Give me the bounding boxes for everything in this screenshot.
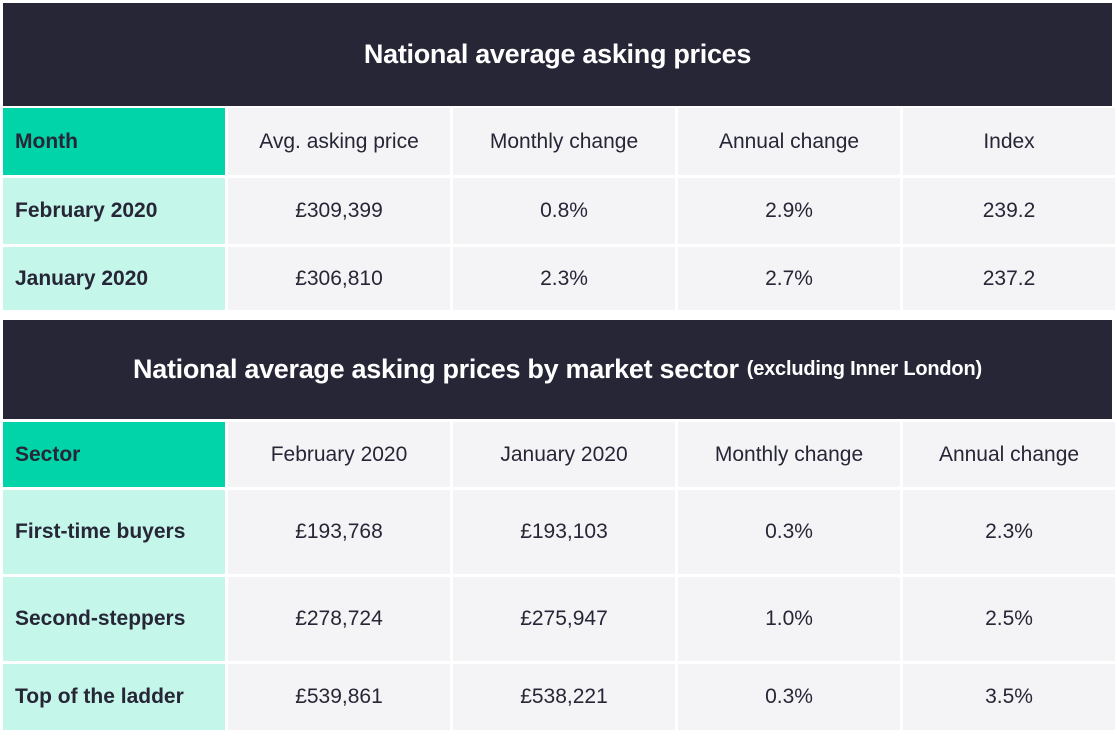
market-sector-title: National average asking prices by market… — [133, 354, 739, 384]
table-cell: 237.2 — [903, 247, 1115, 310]
table-cell: £193,103 — [453, 490, 675, 574]
table-header-row: Month Avg. asking price Monthly change A… — [3, 108, 1115, 175]
row-label: January 2020 — [3, 247, 225, 310]
header-cell-avg-asking-price: Avg. asking price — [228, 108, 450, 175]
table-row: Second-steppers £278,724 £275,947 1.0% 2… — [3, 577, 1115, 661]
row-label: Top of the ladder — [3, 664, 225, 730]
table-cell: 2.5% — [903, 577, 1115, 661]
header-cell-february-2020: February 2020 — [228, 422, 450, 487]
table-cell: 1.0% — [678, 577, 900, 661]
table-cell: 0.3% — [678, 490, 900, 574]
market-sector-section: National average asking prices by market… — [3, 320, 1115, 733]
table-row: January 2020 £306,810 2.3% 2.7% 237.2 — [3, 247, 1115, 310]
asking-prices-title-bar: National average asking prices — [3, 3, 1112, 106]
table-cell: £309,399 — [228, 178, 450, 244]
table-cell: 2.3% — [453, 247, 675, 310]
table-row: Top of the ladder £539,861 £538,221 0.3%… — [3, 664, 1115, 730]
row-label: First-time buyers — [3, 490, 225, 574]
table-cell: £193,768 — [228, 490, 450, 574]
table-cell: £538,221 — [453, 664, 675, 730]
table-cell: £275,947 — [453, 577, 675, 661]
header-cell-monthly-change: Monthly change — [678, 422, 900, 487]
asking-prices-table: Month Avg. asking price Monthly change A… — [0, 105, 1117, 313]
table-row: First-time buyers £193,768 £193,103 0.3%… — [3, 490, 1115, 574]
table-cell: £278,724 — [228, 577, 450, 661]
header-cell-index: Index — [903, 108, 1115, 175]
header-cell-sector: Sector — [3, 422, 225, 487]
asking-prices-section: National average asking prices Month Avg… — [3, 3, 1115, 313]
market-sector-table: Sector February 2020 January 2020 Monthl… — [0, 419, 1117, 733]
row-label: Second-steppers — [3, 577, 225, 661]
table-cell: 3.5% — [903, 664, 1115, 730]
market-sector-title-suffix: (excluding Inner London) — [746, 358, 982, 380]
table-cell: 2.3% — [903, 490, 1115, 574]
table-row: February 2020 £309,399 0.8% 2.9% 239.2 — [3, 178, 1115, 244]
header-cell-month: Month — [3, 108, 225, 175]
header-cell-annual-change: Annual change — [903, 422, 1115, 487]
table-cell: 0.8% — [453, 178, 675, 244]
table-cell: 2.7% — [678, 247, 900, 310]
table-cell: 239.2 — [903, 178, 1115, 244]
asking-prices-title: National average asking prices — [363, 39, 752, 69]
table-header-row: Sector February 2020 January 2020 Monthl… — [3, 422, 1115, 487]
header-cell-annual-change: Annual change — [678, 108, 900, 175]
table-cell: 0.3% — [678, 664, 900, 730]
table-cell: £306,810 — [228, 247, 450, 310]
table-cell: 2.9% — [678, 178, 900, 244]
row-label: February 2020 — [3, 178, 225, 244]
header-cell-monthly-change: Monthly change — [453, 108, 675, 175]
table-cell: £539,861 — [228, 664, 450, 730]
market-sector-title-bar: National average asking prices by market… — [3, 320, 1112, 419]
header-cell-january-2020: January 2020 — [453, 422, 675, 487]
